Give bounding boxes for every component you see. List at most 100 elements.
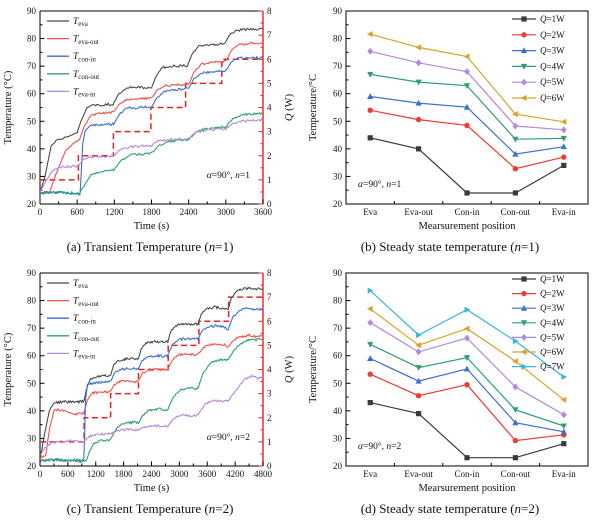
svg-text:70: 70	[333, 323, 343, 333]
y-axis-left-label: Temperature (°C)	[3, 70, 14, 144]
caption-a-italic: n	[208, 239, 216, 254]
svg-text:3600: 3600	[198, 469, 217, 479]
svg-text:Eva: Eva	[363, 207, 377, 217]
svg-text:Q=5W: Q=5W	[540, 77, 565, 87]
svg-text:Q=4W: Q=4W	[540, 318, 565, 328]
series-T_eva	[40, 286, 263, 461]
svg-text:Q=3W: Q=3W	[540, 46, 565, 56]
svg-text:Q=5W: Q=5W	[540, 332, 565, 342]
y-axis: 20 30 40 50 60 70 80 90	[333, 268, 351, 471]
svg-text:3: 3	[267, 127, 272, 137]
svg-text:600: 600	[70, 207, 84, 217]
svg-text:1: 1	[267, 437, 272, 447]
y-axis-right: 0 1 2 3 4 5 6 7 8	[258, 268, 272, 471]
annotation: α=90°, n=2	[358, 441, 402, 452]
svg-text:0: 0	[267, 461, 272, 471]
svg-text:Q=6W: Q=6W	[540, 93, 565, 103]
svg-text:Teva-in: Teva-in	[73, 349, 96, 360]
series-T_con-out	[40, 112, 263, 196]
svg-text:1800: 1800	[115, 469, 134, 479]
annotation: α=90°, n=1	[207, 170, 251, 181]
svg-text:Q=7W: Q=7W	[540, 362, 565, 372]
panel-c-transient-n2: 20 30 40 50 60 70 80 90 0 1 2 3 4 5 6 7 8 0 600 1200 1800 240…	[0, 262, 300, 524]
caption-d: (d) Steady state temperature (n=2)	[300, 498, 600, 524]
svg-text:90: 90	[27, 6, 37, 16]
svg-text:Tcon-in: Tcon-in	[73, 52, 96, 63]
svg-text:70: 70	[27, 323, 37, 333]
svg-text:Teva-in: Teva-in	[73, 87, 96, 98]
y-axis-label: Temperature/°C	[308, 74, 319, 141]
y-axis-right: 0 1 2 3 4 5 6 7 8	[258, 6, 272, 209]
svg-text:90: 90	[333, 6, 343, 16]
legend: Q=1W Q=2W Q=3W Q=4W Q=5W Q=6W	[512, 14, 565, 103]
svg-text:4: 4	[267, 103, 272, 113]
svg-text:Q=1W: Q=1W	[540, 274, 565, 284]
series-Q6W	[366, 31, 567, 125]
x-axis: 0 600 1200 1800 2400 3000 3600	[38, 199, 273, 217]
svg-text:7: 7	[267, 292, 272, 302]
svg-text:Tcon-out: Tcon-out	[73, 332, 99, 343]
caption-b: (b) Steady state temperature (n=1)	[300, 236, 600, 262]
caption-b-tail: =1)	[521, 239, 540, 254]
svg-text:80: 80	[333, 34, 343, 44]
annotation: α=90°, n=1	[358, 179, 402, 190]
svg-text:3: 3	[267, 389, 272, 399]
caption-d-italic: n	[514, 501, 522, 516]
svg-text:3000: 3000	[170, 469, 189, 479]
y-axis-left: 20 30 40 50 60 70 80 90	[27, 268, 45, 471]
caption-a-text: (a) Transient Temperature (	[66, 239, 209, 254]
series-Q3W	[367, 355, 567, 435]
x-axis: Eva Eva-out Con-in Con-out Eva-in	[363, 201, 576, 217]
caption-c-italic: n	[208, 501, 216, 516]
svg-text:Eva-in: Eva-in	[552, 469, 576, 479]
svg-text:20: 20	[27, 461, 37, 471]
series-T_con-out	[40, 337, 263, 463]
legend: Teva Teva-out Tcon-in Tcon-out Teva-in	[47, 17, 99, 99]
y-axis: 20 30 40 50 60 70 80 90	[333, 6, 351, 209]
svg-text:30: 30	[333, 433, 343, 443]
svg-text:70: 70	[333, 61, 343, 71]
x-axis-label: Mearsurement position	[418, 221, 516, 232]
svg-text:0: 0	[267, 199, 272, 209]
svg-text:Teva: Teva	[73, 279, 88, 290]
svg-text:60: 60	[27, 89, 37, 99]
legend: Teva Teva-out Tcon-in Tcon-out Teva-in	[47, 279, 99, 361]
svg-text:4: 4	[267, 365, 272, 375]
svg-text:Eva: Eva	[363, 469, 377, 479]
caption-c-tail: =2)	[215, 501, 234, 516]
series-T_eva	[40, 27, 263, 194]
caption-a: (a) Transient Temperature (n=1)	[0, 236, 300, 262]
svg-text:Eva-in: Eva-in	[552, 207, 576, 217]
svg-text:Teva-out: Teva-out	[73, 297, 99, 308]
y-axis-left-label: Temperature (°C)	[3, 332, 14, 406]
svg-text:50: 50	[27, 378, 37, 388]
svg-text:50: 50	[333, 116, 343, 126]
y-axis-label: Temperature/°C	[308, 336, 319, 403]
svg-text:Con-out: Con-out	[501, 469, 531, 479]
svg-text:Teva-out: Teva-out	[73, 35, 99, 46]
legend: Q=1W Q=2W Q=3W Q=4W Q=5W Q=6W Q=7W	[512, 274, 565, 372]
svg-text:Tcon-in: Tcon-in	[73, 314, 96, 325]
x-axis: 0 600 1200 1800 2400 3000 3600 4200 4800	[38, 461, 273, 479]
x-axis: Eva Eva-out Con-in Con-out Eva-in	[363, 463, 576, 479]
svg-text:50: 50	[333, 378, 343, 388]
series-Q3W	[367, 93, 567, 157]
svg-text:Q=4W: Q=4W	[540, 61, 565, 71]
svg-text:50: 50	[27, 116, 37, 126]
x-axis-label: Mearsurement position	[418, 483, 516, 494]
series-Q2W	[367, 371, 567, 444]
x-axis-label: Time (s)	[134, 483, 170, 494]
svg-text:70: 70	[27, 61, 37, 71]
svg-text:Con-in: Con-in	[454, 469, 480, 479]
panel-d-steady-n2: 20 30 40 50 60 70 80 90 Eva Eva-out Con-in Con-out E…	[300, 262, 600, 524]
svg-text:4200: 4200	[226, 469, 245, 479]
series-Q4W	[367, 341, 567, 430]
svg-text:Con-out: Con-out	[501, 207, 531, 217]
svg-text:60: 60	[27, 351, 37, 361]
svg-text:6: 6	[267, 316, 272, 326]
caption-d-text: (d) Steady state temperature (	[360, 501, 515, 516]
svg-text:5: 5	[267, 340, 272, 350]
svg-text:Q=1W: Q=1W	[540, 14, 565, 24]
